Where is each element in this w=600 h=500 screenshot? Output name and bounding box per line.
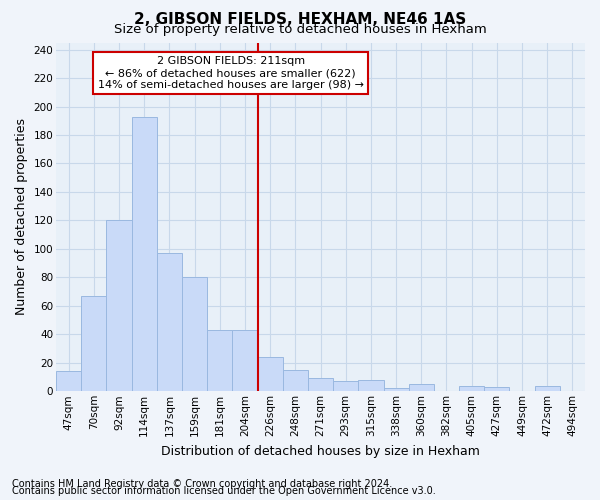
X-axis label: Distribution of detached houses by size in Hexham: Distribution of detached houses by size … [161, 444, 480, 458]
Bar [358, 380, 383, 392]
Text: Contains HM Land Registry data © Crown copyright and database right 2024.: Contains HM Land Registry data © Crown c… [12, 479, 392, 489]
Bar [459, 386, 484, 392]
Bar [257, 357, 283, 392]
Bar [182, 278, 207, 392]
Bar [157, 253, 182, 392]
Bar [308, 378, 333, 392]
Bar [131, 116, 157, 392]
Text: 2, GIBSON FIELDS, HEXHAM, NE46 1AS: 2, GIBSON FIELDS, HEXHAM, NE46 1AS [134, 12, 466, 28]
Bar [207, 330, 232, 392]
Text: Contains public sector information licensed under the Open Government Licence v3: Contains public sector information licen… [12, 486, 436, 496]
Bar [484, 387, 509, 392]
Bar [409, 384, 434, 392]
Bar [81, 296, 106, 392]
Y-axis label: Number of detached properties: Number of detached properties [15, 118, 28, 316]
Bar [383, 388, 409, 392]
Bar [56, 372, 81, 392]
Text: 2 GIBSON FIELDS: 211sqm
← 86% of detached houses are smaller (622)
14% of semi-d: 2 GIBSON FIELDS: 211sqm ← 86% of detache… [98, 56, 364, 90]
Bar [283, 370, 308, 392]
Bar [106, 220, 131, 392]
Text: Size of property relative to detached houses in Hexham: Size of property relative to detached ho… [113, 22, 487, 36]
Bar [535, 386, 560, 392]
Bar [232, 330, 257, 392]
Bar [333, 382, 358, 392]
